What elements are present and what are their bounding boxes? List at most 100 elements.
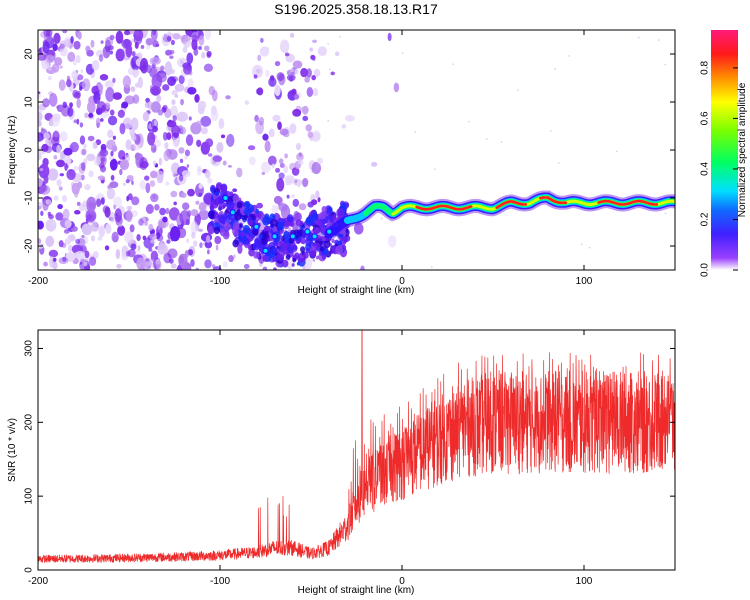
spectrogram-noise-blob: [84, 184, 91, 191]
spectrogram-noise-blob: [132, 94, 140, 104]
spectrogram-noise-blob: [319, 211, 327, 220]
spectrogram-noise-blob: [135, 250, 141, 254]
spectrogram-noise-blob: [264, 230, 269, 236]
spectrogram-noise-blob: [172, 115, 177, 122]
spectrogram-noise-blob: [154, 119, 157, 127]
spectrogram-noise-blob: [100, 197, 105, 205]
spectrogram-noise-blob: [517, 89, 519, 91]
spectrogram-noise-blob: [291, 88, 297, 96]
spectrogram-noise-blob: [123, 30, 131, 36]
spectrogram-noise-blob: [331, 214, 337, 221]
spectrogram-noise-blob: [110, 217, 115, 223]
spectrogram-noise-blob: [45, 54, 54, 64]
spectrogram-noise-blob: [199, 242, 203, 249]
spectrogram-noise-blob: [154, 204, 160, 211]
spectrogram-noise-blob: [133, 141, 142, 151]
spectrogram-noise-blob: [132, 69, 139, 78]
spectrogram-noise-blob: [95, 139, 102, 146]
spectrogram-noise-blob: [179, 158, 184, 164]
spectrogram-noise-blob: [274, 84, 281, 97]
spectrogram-noise-blob: [64, 219, 72, 229]
spectrogram-noise-blob: [297, 180, 301, 188]
spectrogram-noise-blob: [252, 228, 259, 236]
spectrogram-y-label: Frequency (Hz): [7, 116, 18, 185]
spectrogram-noise-blob: [163, 33, 168, 38]
spectrogram-noise-blob: [258, 116, 265, 126]
spectrogram-trace-blob: [304, 228, 311, 235]
spectrogram-noise-blob: [38, 153, 42, 160]
spectrogram-noise-blob: [216, 142, 224, 153]
spectrogram-noise-blob: [144, 175, 150, 181]
spectrogram-noise-blob: [278, 158, 284, 164]
spectrogram-noise-blob: [73, 166, 79, 171]
spectrogram-noise-blob: [253, 251, 260, 259]
spectrogram-noise-blob: [63, 229, 70, 234]
spectrogram-trace-blob: [289, 233, 296, 240]
spectrogram-noise-blob: [294, 252, 300, 259]
spectrogram-noise-blob: [284, 175, 295, 185]
spectrogram-noise-blob: [274, 60, 281, 67]
spectrogram-noise-blob: [53, 32, 61, 45]
spectrogram-noise-blob: [198, 202, 207, 212]
spectrogram-noise-blob: [328, 206, 333, 212]
spectrogram-noise-blob: [305, 124, 312, 132]
spectrogram-noise-blob: [66, 168, 76, 181]
spectrogram-noise-blob: [272, 114, 281, 122]
spectrogram-noise-blob: [434, 168, 436, 171]
spectrogram-noise-blob: [57, 203, 63, 210]
spectrogram-noise-blob: [258, 247, 263, 253]
spectrogram-noise-blob: [311, 55, 316, 62]
spectrogram-noise-blob: [130, 243, 137, 251]
spectrogram-noise-blob: [80, 69, 84, 73]
spectrogram-noise-blob: [468, 120, 470, 123]
spectrogram-noise-blob: [272, 226, 278, 233]
spectrogram-noise-blob: [190, 220, 198, 235]
spectrogram-noise-blob: [294, 212, 302, 222]
spectrogram-noise-blob: [84, 250, 90, 259]
spectrogram-noise-blob: [193, 240, 198, 247]
spectrogram-noise-blob: [97, 175, 106, 181]
spectrogram-noise-blob: [210, 220, 215, 226]
spectrogram-noise-blob: [41, 143, 49, 152]
spectrogram-noise-blob: [125, 209, 133, 223]
spectrogram-noise-blob: [117, 109, 125, 118]
spectrogram-noise-blob: [255, 68, 261, 74]
spectrogram-noise-blob: [305, 247, 311, 254]
spectrogram-noise-blob: [637, 36, 640, 39]
spectrogram-noise-blob: [100, 143, 107, 151]
spectrogram-noise-blob: [295, 219, 302, 227]
spectrogram-noise-blob: [298, 159, 303, 165]
spectrogram-noise-blob: [150, 66, 158, 76]
spectrogram-noise-blob: [152, 160, 157, 166]
spectrogram-noise-blob: [170, 190, 178, 198]
spectrogram-noise-blob: [339, 36, 341, 38]
spectrogram-noise-blob: [145, 38, 153, 46]
spectrogram-noise-blob: [157, 243, 168, 255]
spectrogram-noise-blob: [40, 210, 44, 216]
spectrogram-noise-blob: [226, 133, 235, 147]
spectrogram-noise-blob: [170, 68, 175, 75]
spectrogram-noise-blob: [80, 261, 83, 265]
spectrogram-noise-blob: [275, 167, 281, 173]
spectrogram-noise-blob: [312, 258, 316, 262]
spectrogram-noise-blob: [123, 103, 128, 109]
spectrogram-noise-blob: [85, 45, 91, 53]
spectrogram-noise-blob: [52, 113, 61, 122]
spectrogram-noise-blob: [273, 249, 278, 254]
spectrogram-noise-blob: [207, 177, 213, 184]
spectrogram-noise-blob: [262, 133, 269, 141]
spectrogram-noise-blob: [177, 264, 181, 270]
spectrogram-noise-blob: [238, 241, 244, 247]
spectrogram-noise-blob: [45, 199, 52, 205]
spectrogram-noise-blob: [200, 126, 208, 135]
spectrogram-noise-blob: [93, 156, 102, 166]
spectrogram-noise-blob: [387, 235, 397, 248]
snr-y-tick-label: 0: [24, 567, 35, 573]
spectrogram-noise-blob: [109, 50, 114, 55]
spectrogram-noise-blob: [87, 135, 95, 142]
spectrogram-noise-blob: [169, 55, 174, 60]
spectrogram-noise-blob: [86, 196, 97, 213]
spectrogram-noise-blob: [149, 180, 156, 187]
spectrogram-x-tick-label: -100: [210, 276, 230, 287]
spectrogram-noise-blob: [59, 65, 63, 69]
